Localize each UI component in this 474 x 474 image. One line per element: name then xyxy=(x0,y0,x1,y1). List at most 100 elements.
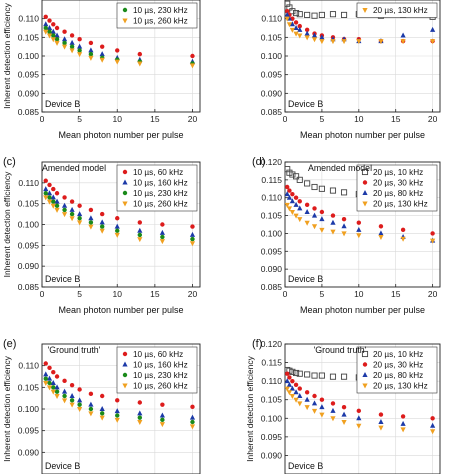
x-tick-label: 5 xyxy=(77,289,82,299)
y-tick-label: 0.120 xyxy=(261,157,283,167)
data-point xyxy=(69,44,75,49)
data-point xyxy=(46,375,53,381)
data-point xyxy=(189,63,196,69)
data-point xyxy=(189,241,196,247)
data-point xyxy=(88,55,94,61)
data-point xyxy=(115,216,120,221)
x-tick-label: 0 xyxy=(40,289,45,299)
data-point xyxy=(341,404,347,410)
legend-label: 10 µs, 260 kHz xyxy=(133,17,188,26)
data-point xyxy=(378,425,384,431)
data-point xyxy=(341,420,347,425)
data-point xyxy=(319,412,325,418)
legend-marker xyxy=(122,7,128,13)
data-point xyxy=(289,368,296,375)
data-point xyxy=(43,178,48,183)
data-point xyxy=(62,195,67,200)
data-point xyxy=(43,371,49,377)
data-point xyxy=(287,375,292,380)
data-point xyxy=(51,22,56,27)
data-point xyxy=(297,393,303,398)
data-point xyxy=(356,220,362,225)
y-axis-label: Inherent detection efficiency xyxy=(2,171,12,277)
y-tick-label: 0.095 xyxy=(18,426,40,436)
data-point xyxy=(285,184,290,190)
data-point xyxy=(115,413,120,418)
data-point xyxy=(297,199,302,204)
data-point xyxy=(47,29,52,34)
data-point xyxy=(54,374,60,379)
data-point xyxy=(311,183,318,191)
data-point xyxy=(99,211,105,217)
legend-marker xyxy=(362,201,368,207)
legend-label: 20 µs, 30 kHz xyxy=(373,179,423,188)
y-tick-label: 0.105 xyxy=(18,382,40,392)
series-2 xyxy=(43,376,195,425)
data-point xyxy=(69,216,75,222)
data-point xyxy=(330,39,336,45)
data-point xyxy=(54,384,60,390)
legend-marker xyxy=(122,351,128,357)
data-point xyxy=(340,11,348,18)
legend-marker xyxy=(362,180,368,185)
legend-box xyxy=(116,164,198,212)
data-point xyxy=(54,191,60,196)
data-point xyxy=(51,369,56,375)
data-point xyxy=(286,390,293,396)
device-label: Device B xyxy=(45,99,80,109)
legend: 20 µs, 130 kHz xyxy=(356,2,438,18)
legend-marker xyxy=(122,201,128,207)
data-point xyxy=(62,29,67,34)
data-point xyxy=(400,32,406,38)
data-point xyxy=(99,393,105,399)
data-point xyxy=(88,215,94,221)
y-tick-label: 0.100 xyxy=(261,228,283,238)
y-tick-label: 0.120 xyxy=(261,339,283,349)
data-point xyxy=(54,198,60,204)
data-point xyxy=(47,182,52,188)
series-1 xyxy=(43,186,196,237)
data-point xyxy=(293,195,299,200)
data-point xyxy=(88,391,94,397)
legend-marker xyxy=(122,361,128,367)
data-point xyxy=(114,408,120,414)
data-point xyxy=(54,32,60,38)
data-point xyxy=(46,25,53,30)
data-point xyxy=(330,416,336,422)
legend-label: 10 µs, 230 kHz xyxy=(133,371,188,380)
data-point xyxy=(69,33,75,38)
series-1 xyxy=(43,371,196,420)
panel-label: (d) xyxy=(252,156,265,168)
series-0 xyxy=(43,178,195,229)
x-axis-label: Mean photon number per pulse xyxy=(58,130,183,140)
data-point xyxy=(88,406,94,412)
data-point xyxy=(62,207,67,213)
data-point xyxy=(286,194,293,200)
data-point xyxy=(311,408,318,414)
series-0 xyxy=(43,14,195,59)
panel-annotation: Amended model xyxy=(308,163,372,173)
legend-box xyxy=(116,346,198,394)
data-point xyxy=(311,372,318,379)
data-point xyxy=(61,398,68,404)
grid-lines xyxy=(285,0,440,112)
legend-box xyxy=(356,2,438,18)
data-point xyxy=(50,203,56,209)
y-tick-label: 0.110 xyxy=(261,14,282,24)
y-tick-label: 0.085 xyxy=(261,107,283,117)
data-point xyxy=(289,8,296,15)
data-point xyxy=(400,236,406,242)
panel-label: (f) xyxy=(252,338,262,350)
x-tick-label: 20 xyxy=(428,114,438,124)
data-point xyxy=(137,410,143,416)
data-point xyxy=(88,51,94,57)
panel-label: (c) xyxy=(3,156,16,168)
chart-panel-3: 0.085 0.090 0.095 0.100 0.105 0.110 0.115 0.120… xyxy=(252,156,441,315)
data-point xyxy=(304,371,311,378)
data-point xyxy=(69,393,75,398)
data-point xyxy=(159,422,165,428)
data-point xyxy=(47,195,52,200)
data-point xyxy=(312,393,317,399)
data-point xyxy=(329,11,337,18)
